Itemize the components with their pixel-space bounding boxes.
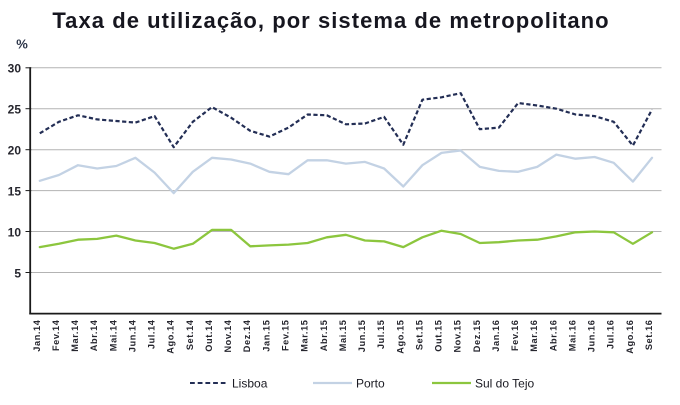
svg-text:Out.15: Out.15 [434, 320, 444, 352]
svg-text:Mai.14: Mai.14 [108, 319, 118, 351]
svg-text:25: 25 [8, 103, 22, 117]
svg-text:Mai.15: Mai.15 [338, 320, 348, 352]
svg-text:Nov.15: Nov.15 [453, 320, 463, 353]
svg-text:Mai.16: Mai.16 [568, 320, 578, 352]
svg-text:Jan.15: Jan.15 [261, 320, 271, 352]
svg-text:Jun.15: Jun.15 [357, 320, 367, 353]
svg-text:10: 10 [8, 225, 22, 239]
svg-text:Jun.14: Jun.14 [127, 319, 137, 352]
svg-text:Sul do Tejo: Sul do Tejo [475, 376, 534, 390]
svg-text:Dez.15: Dez.15 [472, 320, 482, 353]
svg-text:Jan.14: Jan.14 [32, 319, 42, 351]
svg-text:Mar.16: Mar.16 [529, 320, 539, 352]
svg-text:Set.14: Set.14 [185, 319, 195, 350]
svg-text:Jul.14: Jul.14 [147, 319, 157, 349]
svg-text:20: 20 [8, 144, 22, 158]
svg-text:Porto: Porto [356, 376, 385, 390]
svg-text:15: 15 [8, 184, 22, 198]
svg-text:Mar.14: Mar.14 [70, 319, 80, 351]
svg-text:Dez.14: Dez.14 [242, 319, 252, 352]
svg-text:Fev.16: Fev.16 [510, 320, 520, 352]
svg-text:Out.14: Out.14 [204, 319, 214, 351]
svg-text:Lisboa: Lisboa [232, 376, 268, 390]
svg-text:Jan.16: Jan.16 [491, 320, 501, 352]
svg-text:Jun.16: Jun.16 [587, 320, 597, 353]
svg-text:Fev.15: Fev.15 [281, 320, 291, 352]
svg-text:Set.15: Set.15 [414, 320, 424, 351]
svg-text:Ago.16: Ago.16 [625, 320, 635, 354]
svg-text:Taxa de utilização, por sistem: Taxa de utilização, por sistema de metro… [52, 8, 609, 33]
svg-text:30: 30 [8, 62, 22, 76]
svg-text:%: % [16, 36, 28, 51]
svg-text:Jul.15: Jul.15 [376, 320, 386, 350]
svg-text:Abr.15: Abr.15 [319, 320, 329, 352]
svg-text:Set.16: Set.16 [644, 320, 654, 351]
svg-text:Jul.16: Jul.16 [606, 320, 616, 350]
svg-text:Ago.14: Ago.14 [166, 319, 176, 354]
svg-text:Mar.15: Mar.15 [300, 320, 310, 352]
svg-text:Ago.15: Ago.15 [395, 320, 405, 354]
svg-text:Abr.16: Abr.16 [548, 320, 558, 352]
svg-text:5: 5 [14, 266, 21, 280]
svg-text:Fev.14: Fev.14 [51, 319, 61, 351]
svg-text:Abr.14: Abr.14 [89, 319, 99, 351]
svg-text:Nov.14: Nov.14 [223, 319, 233, 352]
